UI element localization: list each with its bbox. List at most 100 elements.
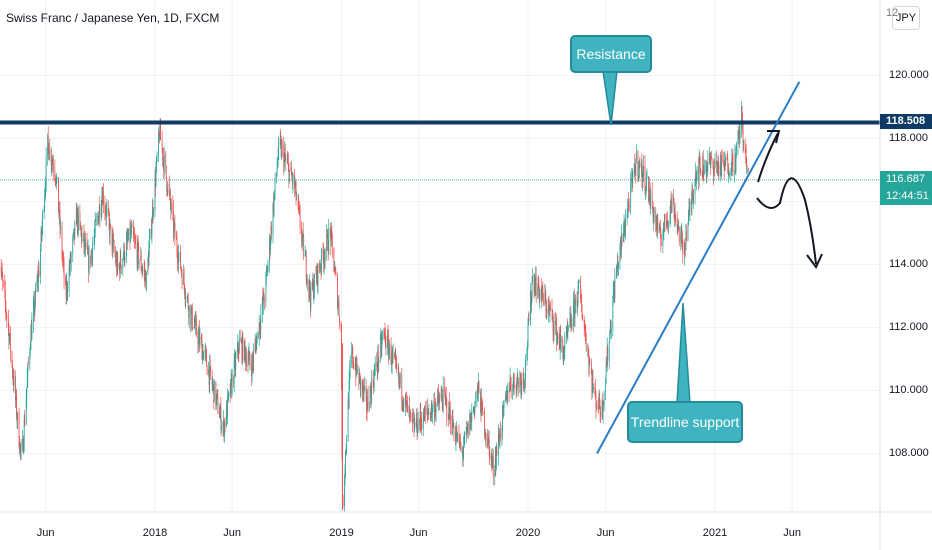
candle-body (694, 181, 696, 195)
candle-body (527, 345, 528, 351)
x-tick-label: 2018 (142, 527, 168, 539)
candle-body (136, 244, 138, 264)
candle-body (360, 380, 362, 390)
candle-body (104, 205, 106, 212)
candle-body (671, 196, 673, 211)
candle-body (206, 365, 208, 375)
candle-body (559, 342, 561, 350)
candle-body (374, 362, 376, 371)
candle-body (438, 394, 439, 402)
candle-body (58, 212, 60, 217)
candle-body (248, 354, 249, 362)
candle-body (482, 401, 483, 413)
candle-body (215, 381, 217, 406)
candle-body (464, 434, 466, 436)
candle-body (194, 318, 196, 327)
candle-body (488, 436, 490, 440)
candle-body (59, 210, 61, 229)
candle-body (209, 363, 211, 385)
candle-body (111, 226, 113, 250)
candle-body (160, 123, 162, 140)
candle-body (585, 332, 587, 343)
candle-body (481, 398, 483, 402)
candle-body (484, 434, 486, 437)
candle-body (267, 263, 269, 272)
candle-body (390, 343, 392, 365)
candle-body (657, 219, 659, 232)
candle-body (696, 174, 698, 182)
candle-body (682, 240, 684, 255)
candle-body (16, 395, 17, 417)
candle-body (632, 169, 634, 184)
candle-body (74, 222, 76, 238)
candle-body (40, 249, 41, 276)
candle-body (448, 402, 450, 418)
candle-body (76, 211, 78, 227)
candle-body (355, 366, 357, 377)
trendline-support-callout[interactable]: Trendline support (627, 401, 743, 443)
candle-body (172, 203, 174, 211)
candle-body (291, 167, 292, 176)
candle-body (284, 152, 286, 156)
candle-body (342, 496, 344, 506)
candle-body (0, 266, 2, 274)
candle-body (730, 171, 732, 173)
candle-body (407, 400, 408, 413)
candle-body (497, 434, 499, 455)
candle-body (165, 154, 167, 166)
candle-body (646, 177, 647, 187)
candle-body (205, 350, 207, 354)
candle-body (634, 164, 636, 171)
candle-body (105, 212, 107, 217)
candle-body (650, 192, 652, 206)
candle-body (463, 447, 465, 453)
candle-body (154, 177, 156, 211)
candle-body (70, 254, 72, 262)
candle-body (127, 239, 129, 241)
candle-body (387, 334, 388, 348)
candle-body (538, 276, 540, 290)
candle-body (584, 325, 586, 328)
candle-body (346, 441, 348, 449)
candle-body (596, 404, 598, 407)
candle-body (123, 245, 125, 258)
candle-body (98, 205, 100, 215)
candle-body (455, 433, 457, 442)
candle-body (198, 334, 199, 345)
candle-body (563, 353, 565, 363)
candle-body (556, 334, 558, 343)
y-tick-label: 108.000 (889, 446, 929, 459)
candle-body (27, 363, 29, 378)
candle-body (25, 398, 27, 425)
candle-body (744, 140, 746, 149)
candle-body (381, 336, 383, 340)
candle-body (508, 390, 510, 393)
candle-body (244, 341, 245, 361)
candle-body (514, 386, 516, 387)
y-tick-label: 110.000 (889, 383, 928, 396)
candle-body (172, 210, 174, 232)
candle-body (11, 352, 13, 364)
candle-body (29, 349, 31, 351)
candle-body (524, 387, 525, 388)
candle-body (656, 221, 658, 232)
candle-body (9, 333, 11, 338)
resistance-callout[interactable]: Resistance (570, 35, 652, 73)
currency-button[interactable]: JPY (892, 6, 920, 30)
candle-body (208, 369, 210, 375)
x-tick-label: Jun (36, 527, 55, 539)
candle-body (362, 384, 364, 393)
candle-body (326, 233, 328, 235)
candle-body (201, 340, 203, 360)
candle-body (69, 267, 71, 269)
candle-body (723, 160, 725, 166)
candle-body (413, 419, 415, 431)
candle-body (404, 395, 406, 405)
candle-body (467, 423, 469, 435)
candle-body (630, 181, 632, 209)
candle-body (13, 378, 14, 386)
candle-body (728, 170, 730, 176)
candle-body (106, 208, 108, 209)
candle-body (152, 207, 153, 223)
